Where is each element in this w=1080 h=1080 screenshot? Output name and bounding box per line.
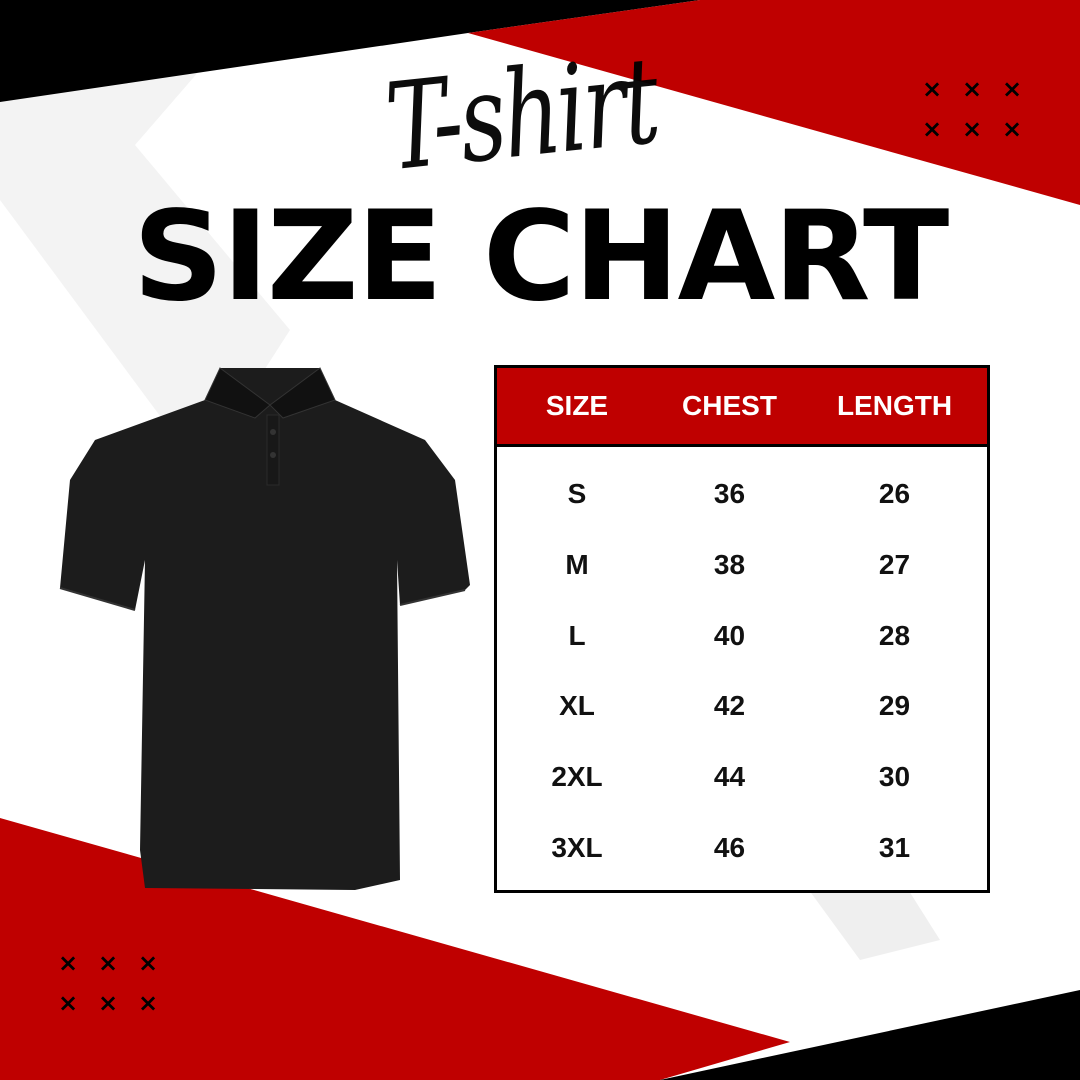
- cross-icon: ×: [962, 115, 983, 143]
- cross-icon: ×: [98, 989, 119, 1017]
- cell-size: XL: [559, 690, 595, 722]
- black-band-top: [0, 0, 700, 102]
- cell-chest: 36: [713, 478, 746, 510]
- cell-length: 26: [878, 478, 911, 510]
- cross-icon: ×: [922, 115, 943, 143]
- cross-icon: ×: [138, 989, 159, 1017]
- header-length: LENGTH: [836, 390, 953, 421]
- cell-length: 27: [878, 549, 911, 581]
- size-chart-table: SIZE CHEST LENGTH S 36 26 M 38 27 L 40 28 XL 42…: [494, 365, 990, 893]
- polo-shirt-icon: [59, 367, 470, 890]
- header-size: SIZE: [545, 390, 609, 421]
- table-row: XL 42 29: [497, 671, 987, 742]
- cell-chest: 46: [713, 831, 746, 863]
- cell-length: 30: [878, 761, 911, 793]
- black-band-bottom: [660, 990, 1080, 1080]
- table-row: M 38 27: [497, 530, 987, 601]
- cell-size: S: [567, 478, 587, 510]
- cross-icon: ×: [138, 949, 159, 977]
- cross-pattern-top-right: × × × × × ×: [922, 76, 1042, 142]
- table-row: 2XL 44 30: [497, 742, 987, 813]
- table-row: L 40 28: [497, 600, 987, 671]
- cell-size: 3XL: [551, 831, 603, 863]
- cell-length: 29: [878, 690, 911, 722]
- cell-size: M: [565, 549, 589, 581]
- table-header: SIZE CHEST LENGTH: [497, 368, 987, 447]
- cross-icon: ×: [58, 989, 79, 1017]
- cell-size: L: [568, 619, 586, 651]
- cross-pattern-bottom-left: × × × × × ×: [58, 950, 178, 1016]
- cell-chest: 38: [713, 549, 746, 581]
- script-subtitle: T-shirt: [380, 31, 664, 199]
- cross-icon: ×: [922, 75, 943, 103]
- cell-chest: 44: [713, 761, 746, 793]
- cross-icon: ×: [58, 949, 79, 977]
- cross-icon: ×: [98, 949, 119, 977]
- cell-length: 28: [878, 619, 911, 651]
- cell-size: 2XL: [551, 761, 603, 793]
- cell-chest: 40: [713, 619, 746, 651]
- cell-length: 31: [878, 831, 911, 863]
- table-row: 3XL 46 31: [497, 812, 987, 883]
- page-title: SIZE CHART: [132, 185, 949, 329]
- grey-chevron-left: [0, 70, 290, 470]
- cross-icon: ×: [1002, 75, 1023, 103]
- red-band-top: [468, 0, 1080, 205]
- cross-icon: ×: [1002, 115, 1023, 143]
- table-body: S 36 26 M 38 27 L 40 28 XL 42 29 2XL 44 30 3XL 46 31: [497, 447, 987, 883]
- cell-chest: 42: [713, 690, 746, 722]
- cross-icon: ×: [962, 75, 983, 103]
- table-row: S 36 26: [497, 459, 987, 530]
- header-chest: CHEST: [682, 390, 777, 421]
